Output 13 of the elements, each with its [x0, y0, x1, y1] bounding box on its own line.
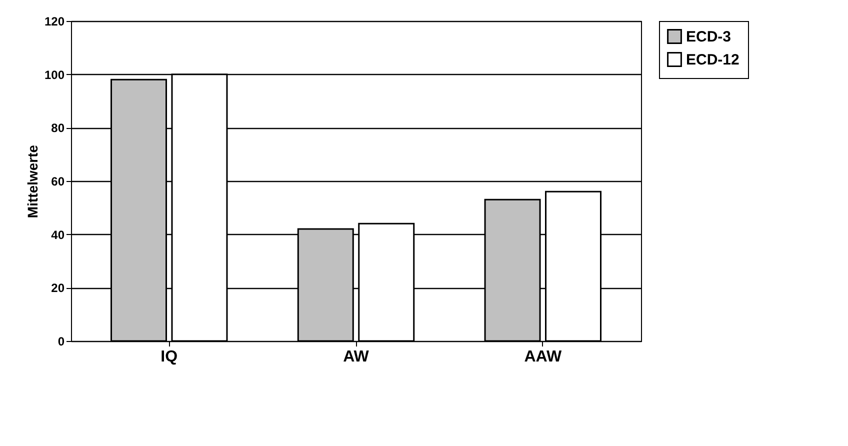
y-tick-label: 100	[44, 68, 65, 82]
legend-label: ECD-12	[686, 52, 740, 68]
y-tick-label: 80	[51, 121, 65, 136]
y-axis-title: Mittelwerte	[24, 144, 40, 218]
x-tick-label: AAW	[524, 348, 562, 366]
x-tick-label: IQ	[160, 348, 178, 366]
x-tick-label: AW	[343, 348, 370, 366]
y-tick-label: 0	[58, 334, 65, 348]
legend-label: ECD-3	[686, 28, 732, 46]
y-tick-label: 40	[51, 228, 65, 242]
y-tick-label: 120	[44, 14, 65, 28]
y-tick-label: 20	[51, 281, 65, 296]
y-tick-label: 60	[51, 174, 65, 188]
